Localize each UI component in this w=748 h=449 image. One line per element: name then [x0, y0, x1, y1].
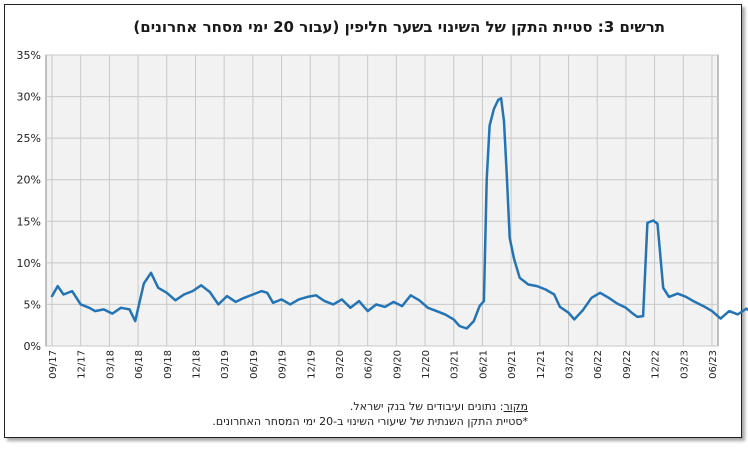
- source-line: מקור: נתונים ועיבודים של בנק ישראל.: [212, 399, 528, 414]
- x-tick-label: 09/19: [278, 350, 289, 379]
- x-tick-label: 06/18: [134, 350, 145, 379]
- x-tick-label: 12/21: [536, 350, 547, 379]
- series-lines: [50, 96, 748, 330]
- x-tick-label: 03/23: [679, 350, 690, 379]
- x-tick-label: 03/22: [565, 350, 576, 379]
- series-line: [50, 96, 748, 330]
- y-tick-label: 30%: [17, 91, 41, 104]
- x-tick-label: 12/22: [651, 350, 662, 379]
- x-tick-label: 12/17: [77, 350, 88, 379]
- x-tick-label: 09/18: [163, 350, 174, 379]
- y-tick-label: 5%: [24, 298, 41, 311]
- x-tick-label: 06/22: [593, 350, 604, 379]
- x-tick-label: 12/18: [191, 350, 202, 379]
- y-tick-label: 15%: [17, 215, 41, 228]
- x-tick-label: 06/23: [708, 350, 719, 379]
- y-axis-tick-labels: 0% 5% 10% 15% 20% 25% 30% 35%: [17, 49, 41, 353]
- chart-title: תרשים 3: סטיית התקן של השינוי בשער חליפי…: [133, 18, 665, 36]
- x-tick-label: 06/19: [249, 350, 260, 379]
- x-tick-label: 09/17: [48, 350, 59, 379]
- x-tick-label: 03/20: [335, 350, 346, 379]
- y-tick-label: 20%: [17, 174, 41, 187]
- x-tick-label: 03/18: [105, 350, 116, 379]
- x-tick-label: 06/20: [364, 350, 375, 379]
- x-tick-label: 09/22: [622, 350, 633, 379]
- y-tick-label: 10%: [17, 257, 41, 270]
- source-notes: מקור: נתונים ועיבודים של בנק ישראל. *סטי…: [212, 399, 528, 429]
- y-tick-label: 0%: [24, 340, 41, 353]
- x-tick-label: 06/21: [478, 350, 489, 379]
- source-label: מקור: [503, 400, 528, 413]
- x-tick-label: 03/21: [450, 350, 461, 379]
- source-text: : נתונים ועיבודים של בנק ישראל.: [349, 400, 504, 413]
- footnote: *סטיית התקן השנתית של שיעורי השינוי ב-20…: [212, 415, 528, 428]
- x-tick-label: 12/20: [421, 350, 432, 379]
- y-tick-label: 25%: [17, 132, 41, 145]
- y-tick-label: 35%: [17, 49, 41, 62]
- x-tick-label: 12/19: [306, 350, 317, 379]
- x-tick-label: 09/21: [507, 350, 518, 379]
- x-tick-label: 03/19: [220, 350, 231, 379]
- gridlines: [45, 54, 719, 347]
- x-axis-tick-labels: 09/17 12/17 03/18 06/18 09/18 12/18 03/19 06/19…: [48, 350, 719, 379]
- x-tick-label: 09/20: [392, 350, 403, 379]
